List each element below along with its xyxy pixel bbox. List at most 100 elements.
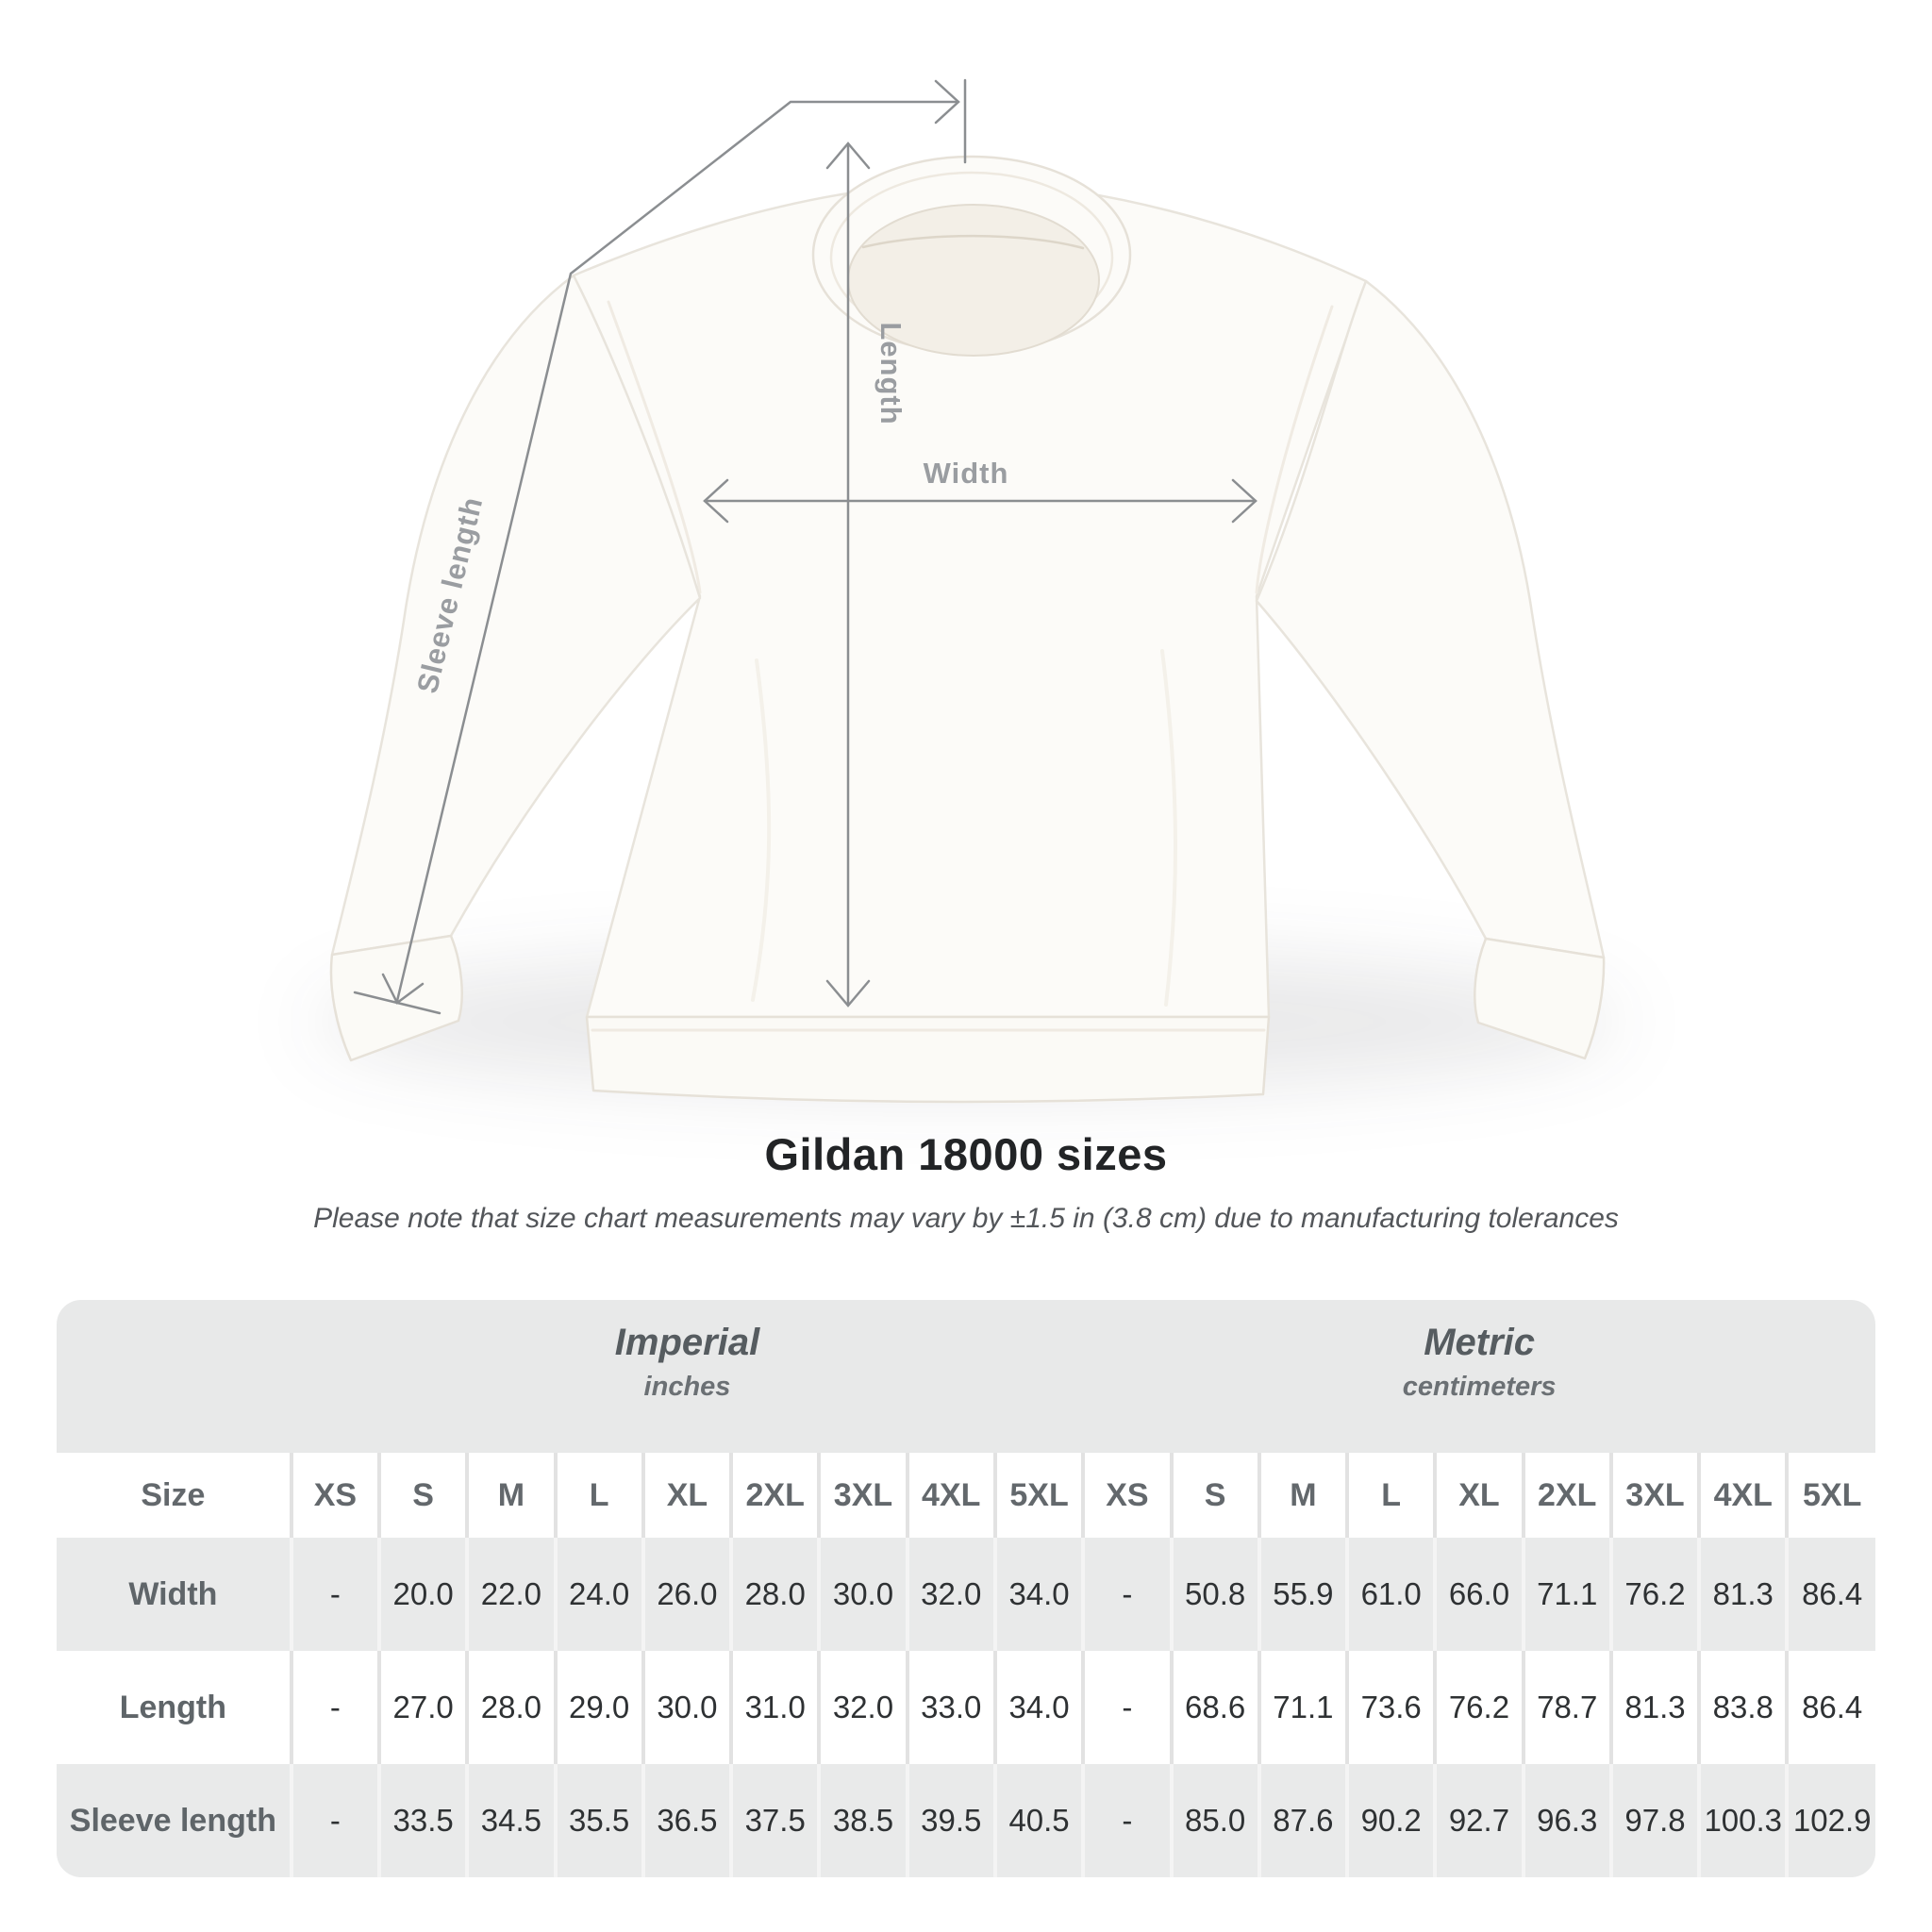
size-table-container: Imperial inches Metric centimeters Size … <box>57 1300 1875 1877</box>
width-arrow-left-icon <box>703 478 729 524</box>
value-cell: 33.5 <box>376 1764 468 1877</box>
size-col-header: S <box>1169 1453 1259 1538</box>
row-label: Sleeve length <box>57 1764 291 1877</box>
value-cell: 61.0 <box>1345 1538 1436 1651</box>
sweatshirt-cuff-right <box>1474 937 1606 1060</box>
value-cell: 86.4 <box>1785 1651 1875 1764</box>
size-header-cell: Size <box>57 1453 291 1538</box>
value-cell: 66.0 <box>1433 1538 1524 1651</box>
value-cell: 33.0 <box>905 1651 995 1764</box>
value-cell: 29.0 <box>553 1651 643 1764</box>
value-cell: 32.0 <box>817 1651 908 1764</box>
value-cell: 71.1 <box>1257 1651 1348 1764</box>
value-cell: 32.0 <box>905 1538 995 1651</box>
size-col-header: L <box>1345 1453 1436 1538</box>
table-row-length: Length - 27.0 28.0 29.0 30.0 31.0 32.0 3… <box>57 1651 1875 1764</box>
value-cell: 30.0 <box>817 1538 908 1651</box>
sleeve-length-line <box>395 100 958 1003</box>
size-col-header: 2XL <box>1521 1453 1611 1538</box>
size-col-header: 5XL <box>1785 1453 1875 1538</box>
value-cell: 55.9 <box>1257 1538 1348 1651</box>
size-header-row: Size XS S M L XL 2XL 3XL 4XL 5XL XS S M … <box>57 1453 1875 1538</box>
size-col-header: M <box>1257 1453 1348 1538</box>
title-block: Gildan 18000 sizes Please note that size… <box>0 1128 1932 1235</box>
size-col-header: XS <box>1081 1453 1172 1538</box>
value-cell: 87.6 <box>1257 1764 1348 1877</box>
value-cell: - <box>289 1651 379 1764</box>
value-cell: - <box>1081 1651 1172 1764</box>
unit-band-row: Imperial inches Metric centimeters <box>57 1300 1875 1453</box>
value-cell: 100.3 <box>1697 1764 1788 1877</box>
value-cell: 86.4 <box>1785 1538 1875 1651</box>
length-arrow-down-icon <box>825 979 871 1008</box>
value-cell: 71.1 <box>1521 1538 1611 1651</box>
sweatshirt-illustration <box>329 155 1606 1104</box>
value-cell: - <box>289 1764 379 1877</box>
value-cell: 81.3 <box>1608 1651 1700 1764</box>
value-cell: 34.0 <box>992 1538 1084 1651</box>
page-title: Gildan 18000 sizes <box>764 1129 1168 1179</box>
width-arrow-right-icon <box>1231 478 1257 524</box>
sweatshirt-measurement-image: Width Length Sleeve length <box>329 78 1606 1104</box>
value-cell: 34.5 <box>465 1764 556 1877</box>
value-cell: 92.7 <box>1433 1764 1524 1877</box>
sleeve-arrow-right-icon <box>934 79 960 125</box>
value-cell: 38.5 <box>817 1764 908 1877</box>
sweatshirt-cuff-left <box>329 934 463 1062</box>
length-arrow-up-icon <box>825 142 871 170</box>
fabric-fold-left <box>751 658 772 1002</box>
metric-label: Metric <box>1424 1322 1536 1363</box>
value-cell: 24.0 <box>553 1538 643 1651</box>
size-col-header: 5XL <box>992 1453 1084 1538</box>
value-cell: 30.0 <box>641 1651 732 1764</box>
imperial-band: Imperial inches <box>291 1300 1084 1453</box>
value-cell: 76.2 <box>1433 1651 1524 1764</box>
value-cell: 83.8 <box>1697 1651 1788 1764</box>
value-cell: - <box>289 1538 379 1651</box>
size-col-header: XL <box>1433 1453 1524 1538</box>
value-cell: 85.0 <box>1169 1764 1259 1877</box>
value-cell: 31.0 <box>729 1651 820 1764</box>
value-cell: 36.5 <box>641 1764 732 1877</box>
row-label: Length <box>57 1651 291 1764</box>
cuff-tick <box>353 991 441 1015</box>
value-cell: 37.5 <box>729 1764 820 1877</box>
value-cell: 73.6 <box>1345 1651 1436 1764</box>
back-neck-seam <box>861 234 1085 250</box>
value-cell: 35.5 <box>553 1764 643 1877</box>
metric-band: Metric centimeters <box>1083 1300 1875 1453</box>
table-row-sleeve-length: Sleeve length - 33.5 34.5 35.5 36.5 37.5… <box>57 1764 1875 1877</box>
size-col-header: 2XL <box>729 1453 820 1538</box>
value-cell: 39.5 <box>905 1764 995 1877</box>
value-cell: 76.2 <box>1608 1538 1700 1651</box>
fabric-fold-right <box>1160 649 1177 1007</box>
imperial-label: Imperial <box>614 1322 760 1363</box>
value-cell: 50.8 <box>1169 1538 1259 1651</box>
value-cell: 97.8 <box>1608 1764 1700 1877</box>
value-cell: - <box>1081 1538 1172 1651</box>
armhole-seam-left <box>607 300 702 594</box>
length-label: Length <box>874 322 908 425</box>
table-row-width: Width - 20.0 22.0 24.0 26.0 28.0 30.0 32… <box>57 1538 1875 1651</box>
band-corner <box>57 1300 291 1453</box>
value-cell: 78.7 <box>1521 1651 1611 1764</box>
value-cell: 81.3 <box>1697 1538 1788 1651</box>
measurement-lines <box>353 78 1257 1015</box>
size-col-header: 3XL <box>817 1453 908 1538</box>
width-label: Width <box>924 457 1009 490</box>
value-cell: 40.5 <box>992 1764 1084 1877</box>
value-cell: 68.6 <box>1169 1651 1259 1764</box>
imperial-sublabel: inches <box>643 1372 731 1402</box>
value-cell: 27.0 <box>376 1651 468 1764</box>
value-cell: 22.0 <box>465 1538 556 1651</box>
value-cell: 90.2 <box>1345 1764 1436 1877</box>
size-col-header: 4XL <box>1697 1453 1788 1538</box>
size-col-header: XL <box>641 1453 732 1538</box>
value-cell: 102.9 <box>1785 1764 1875 1877</box>
size-col-header: S <box>376 1453 468 1538</box>
value-cell: 34.0 <box>992 1651 1084 1764</box>
value-cell: - <box>1081 1764 1172 1877</box>
size-col-header: 3XL <box>1608 1453 1700 1538</box>
row-label: Width <box>57 1538 291 1651</box>
